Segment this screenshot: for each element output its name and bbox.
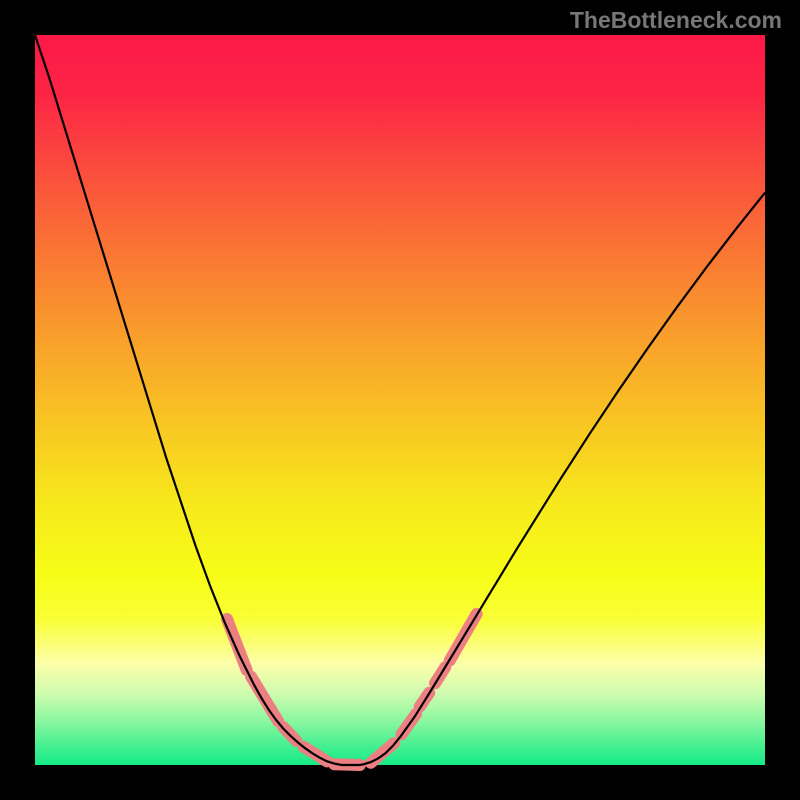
- plot-background: [35, 35, 765, 765]
- watermark-text: TheBottleneck.com: [570, 7, 782, 34]
- bottleneck-chart: [0, 0, 800, 800]
- chart-container: TheBottleneck.com: [0, 0, 800, 800]
